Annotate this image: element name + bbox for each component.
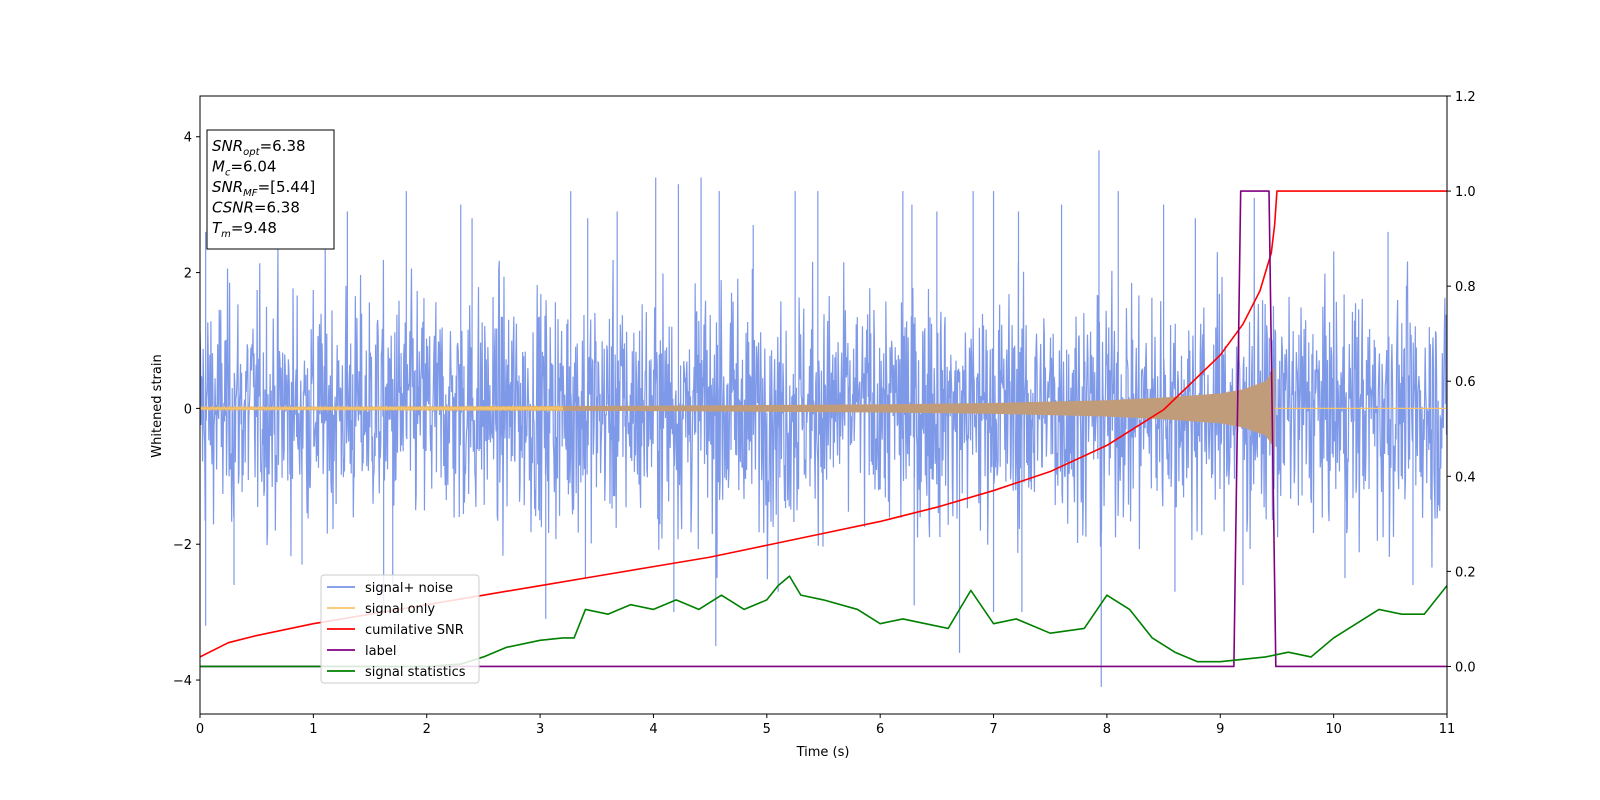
annotation-line: Tm=9.48 <box>212 219 277 240</box>
y-tick-label-left: −2 <box>173 538 192 553</box>
x-tick-label: 7 <box>989 722 997 737</box>
legend-label: signal statistics <box>365 665 466 680</box>
x-tick-label: 4 <box>649 722 657 737</box>
series-wiggle-signal-only <box>200 404 564 413</box>
legend-label: label <box>365 644 396 659</box>
x-tick-label: 3 <box>536 722 544 737</box>
y-tick-label-right: 0.8 <box>1455 280 1476 295</box>
y-tick-label-right: 0.0 <box>1455 660 1476 675</box>
annotation-line: Mc=6.04 <box>212 158 276 179</box>
y-tick-label-left: 0 <box>184 402 192 417</box>
annotation-line: SNRMF=[5.44] <box>212 178 315 199</box>
x-tick-label: 1 <box>309 722 317 737</box>
y-tick-label-right: 0.2 <box>1455 565 1476 580</box>
y-tick-label-left: 2 <box>184 267 192 282</box>
x-axis-label: Time (s) <box>796 745 850 760</box>
annotation-line: SNRopt=6.38 <box>212 137 306 158</box>
x-tick-label: 5 <box>763 722 771 737</box>
series-line-signal-noise <box>200 150 1447 687</box>
y-tick-label-right: 1.2 <box>1455 90 1476 105</box>
series-line-label <box>200 190 1447 668</box>
x-tick-label: 8 <box>1103 722 1111 737</box>
annotation-frame <box>206 129 335 250</box>
y-tick-label-left: 4 <box>184 131 192 146</box>
legend-frame <box>320 574 480 684</box>
y-tick-label-right: 0.4 <box>1455 470 1476 485</box>
legend: signal+ noise signal only cumilative SNR la… <box>320 574 480 684</box>
series-line-signal-statistics <box>200 575 1447 668</box>
legend-label: signal only <box>365 602 435 617</box>
x-tick-label: 2 <box>423 722 431 737</box>
y-tick-label-left: −4 <box>173 674 192 689</box>
axis-ticks: 0 1 2 3 4 5 6 7 8 9 10 11 −4 −2 0 2 4 0.0 0.2 0.4 0.6 0.8 1.0 1… <box>173 90 1476 737</box>
legend-label: cumilative SNR <box>365 623 464 638</box>
y-tick-label-right: 0.6 <box>1455 375 1476 390</box>
annotation-line: CSNR=6.38 <box>212 199 300 217</box>
y-tick-label-right: 1.0 <box>1455 185 1476 200</box>
y-axis-label-left: Whitened strain <box>150 354 165 457</box>
x-tick-label: 6 <box>876 722 884 737</box>
legend-label: signal+ noise <box>365 581 453 596</box>
series-fill-signal-only <box>200 367 1275 450</box>
axes-frame <box>199 95 1448 715</box>
x-tick-label: 9 <box>1216 722 1224 737</box>
x-tick-label: 0 <box>196 722 204 737</box>
x-tick-label: 10 <box>1325 722 1342 737</box>
x-tick-label: 11 <box>1439 722 1456 737</box>
